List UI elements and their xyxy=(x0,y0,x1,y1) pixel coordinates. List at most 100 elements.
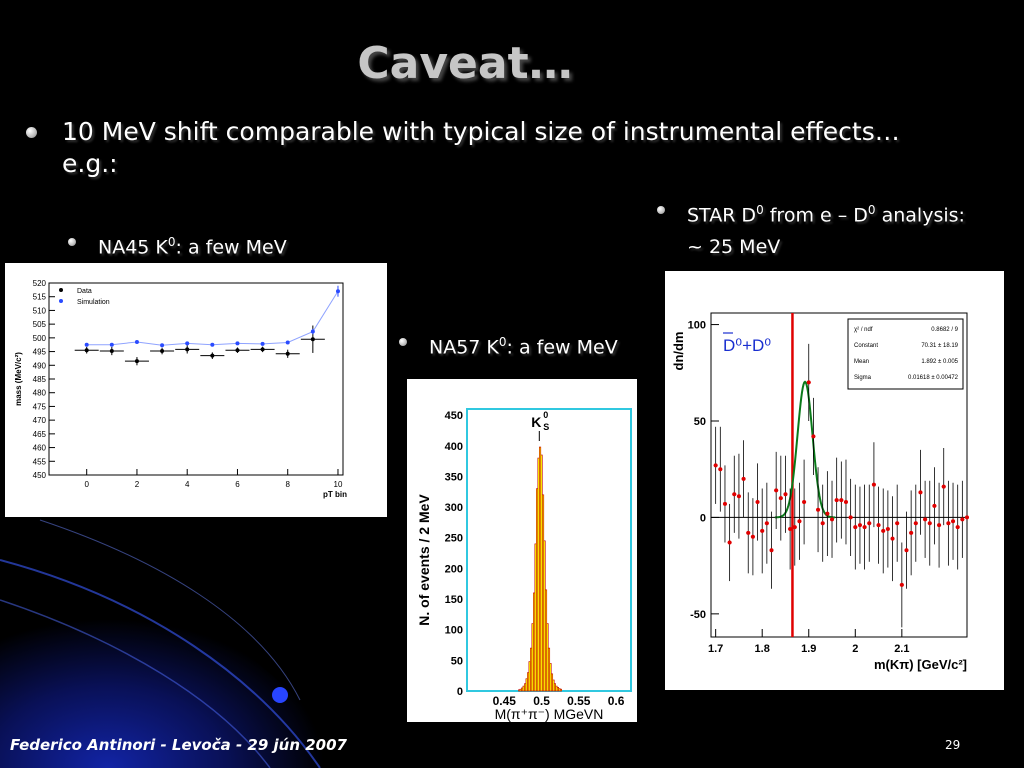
na57-label: NA57 K xyxy=(429,336,499,359)
data-point xyxy=(923,517,928,522)
y-tick-label: 510 xyxy=(33,306,47,315)
series-line-simulation xyxy=(86,290,339,346)
na57-desc: : a few MeV xyxy=(506,336,618,359)
stats-value: 70.31 ± 18.19 xyxy=(921,343,958,349)
na57-chart: 0 50 100 150 200 250 300 350 400 450 0.45 0.5 0.55 0.… xyxy=(416,408,632,722)
data-point xyxy=(764,521,769,526)
data-point xyxy=(951,519,956,524)
page-number: 29 xyxy=(945,738,961,752)
star-mid: from e – D xyxy=(763,204,868,227)
x-tick-label: 0.55 xyxy=(567,694,591,708)
na45-chart-panel: 450 455 460 465 470 475 480 485 490 495 500 505 510 5… xyxy=(5,263,387,517)
sup-zero: 0 xyxy=(498,335,507,349)
y-tick-label: 50 xyxy=(694,416,706,428)
star-desc: analysis: xyxy=(875,204,965,227)
data-point xyxy=(84,342,89,347)
data-point xyxy=(825,511,830,516)
plot-frame xyxy=(48,282,344,476)
na45-label: NA45 K xyxy=(98,236,168,259)
y-tick-label: 400 xyxy=(445,441,463,453)
x-axis-label: pT bin xyxy=(323,490,347,499)
data-point xyxy=(134,339,139,344)
bullet-dot-icon xyxy=(26,127,37,138)
x-tick-label: 8 xyxy=(285,480,290,489)
data-point xyxy=(960,517,965,522)
bullet-na57: NA57 K0: a few MeV xyxy=(399,326,679,363)
bullet-dot-icon xyxy=(657,206,665,214)
data-point xyxy=(778,496,783,501)
data-point xyxy=(783,492,788,497)
y-tick-label: 50 xyxy=(451,655,463,667)
legend-label: Data xyxy=(77,288,92,295)
data-point xyxy=(109,342,114,347)
stats-value: 0.01618 ± 0.00472 xyxy=(908,375,959,381)
data-point xyxy=(843,500,848,504)
data-point xyxy=(927,521,932,526)
decor-dot xyxy=(272,687,288,703)
na45-chart: 4504554604654704754804854904955005055105… xyxy=(14,279,347,499)
star-label: STAR D xyxy=(687,204,757,227)
sup-zero: 0 xyxy=(756,203,764,217)
data-point xyxy=(830,517,835,522)
y-tick-label: 475 xyxy=(33,402,47,411)
na45-desc: : a few MeV xyxy=(175,236,287,259)
stats-label: Constant xyxy=(854,343,878,349)
data-point xyxy=(718,467,723,472)
y-tick-label: 100 xyxy=(688,320,706,332)
data-point xyxy=(210,342,215,347)
bullet-na57-text: NA57 K0: a few MeV xyxy=(429,326,679,363)
data-point xyxy=(750,534,755,539)
y-tick-label: 520 xyxy=(33,279,47,288)
bullet-star-text: STAR D0 from e – D0 analysis: ~ 25 MeV xyxy=(687,194,1017,263)
na57-chart-panel: 0 50 100 150 200 250 300 350 400 450 0.45 0.5 0.55 0.… xyxy=(407,379,637,722)
data-point xyxy=(285,351,290,356)
star-chart: -50 0 50 100 1.7 1.8 1.9 2 2.1 dn/dm m(Kπ) [GeV/c²… xyxy=(671,312,969,672)
stats-box xyxy=(847,318,964,390)
data-point xyxy=(285,340,290,345)
data-point xyxy=(946,521,951,526)
legend-label: Simulation xyxy=(77,299,110,306)
data-point xyxy=(185,341,190,346)
data-point xyxy=(788,527,793,531)
data-point xyxy=(820,521,825,526)
data-point xyxy=(941,484,946,489)
stats-label: χ² / ndf xyxy=(854,327,873,333)
footer-text: Federico Antinori - Levoča - 29 jún 2007 xyxy=(10,736,347,754)
data-point xyxy=(918,490,923,495)
y-tick-label: 515 xyxy=(33,293,47,302)
y-tick-label: 505 xyxy=(33,320,47,329)
y-tick-label: 150 xyxy=(445,594,463,606)
data-point xyxy=(857,523,862,528)
data-point xyxy=(965,515,969,520)
data-point xyxy=(84,348,89,353)
sup-zero: 0 xyxy=(867,203,876,217)
peak-annotation-sub: S xyxy=(543,422,549,432)
data-point xyxy=(109,349,114,354)
x-tick-label: 2 xyxy=(135,480,140,489)
data-point xyxy=(210,353,215,358)
y-axis-label: N. of events / 2 MeV xyxy=(416,494,432,626)
x-tick-label: 6 xyxy=(235,480,240,489)
y-tick-label: 465 xyxy=(33,430,47,439)
y-tick-label: -50 xyxy=(690,609,706,621)
data-point xyxy=(713,463,718,468)
data-point xyxy=(816,507,821,512)
data-point xyxy=(774,488,779,493)
data-point xyxy=(806,380,811,385)
data-point xyxy=(839,498,844,503)
data-point xyxy=(235,348,240,353)
y-tick-label: 450 xyxy=(33,471,47,480)
data-point xyxy=(260,347,265,352)
y-axis-label: dn/dm xyxy=(671,332,686,371)
x-tick-label: 0.6 xyxy=(608,694,625,708)
y-tick-label: 460 xyxy=(33,444,47,453)
data-point xyxy=(260,341,265,346)
x-tick-label: 2 xyxy=(852,643,858,655)
data-point xyxy=(853,525,858,530)
y-tick-label: 495 xyxy=(33,348,47,357)
y-tick-label: 0 xyxy=(700,512,706,524)
y-tick-label: 200 xyxy=(445,563,463,575)
y-tick-label: 480 xyxy=(33,389,47,398)
y-axis-label: mass (MeV/c²) xyxy=(14,352,23,406)
